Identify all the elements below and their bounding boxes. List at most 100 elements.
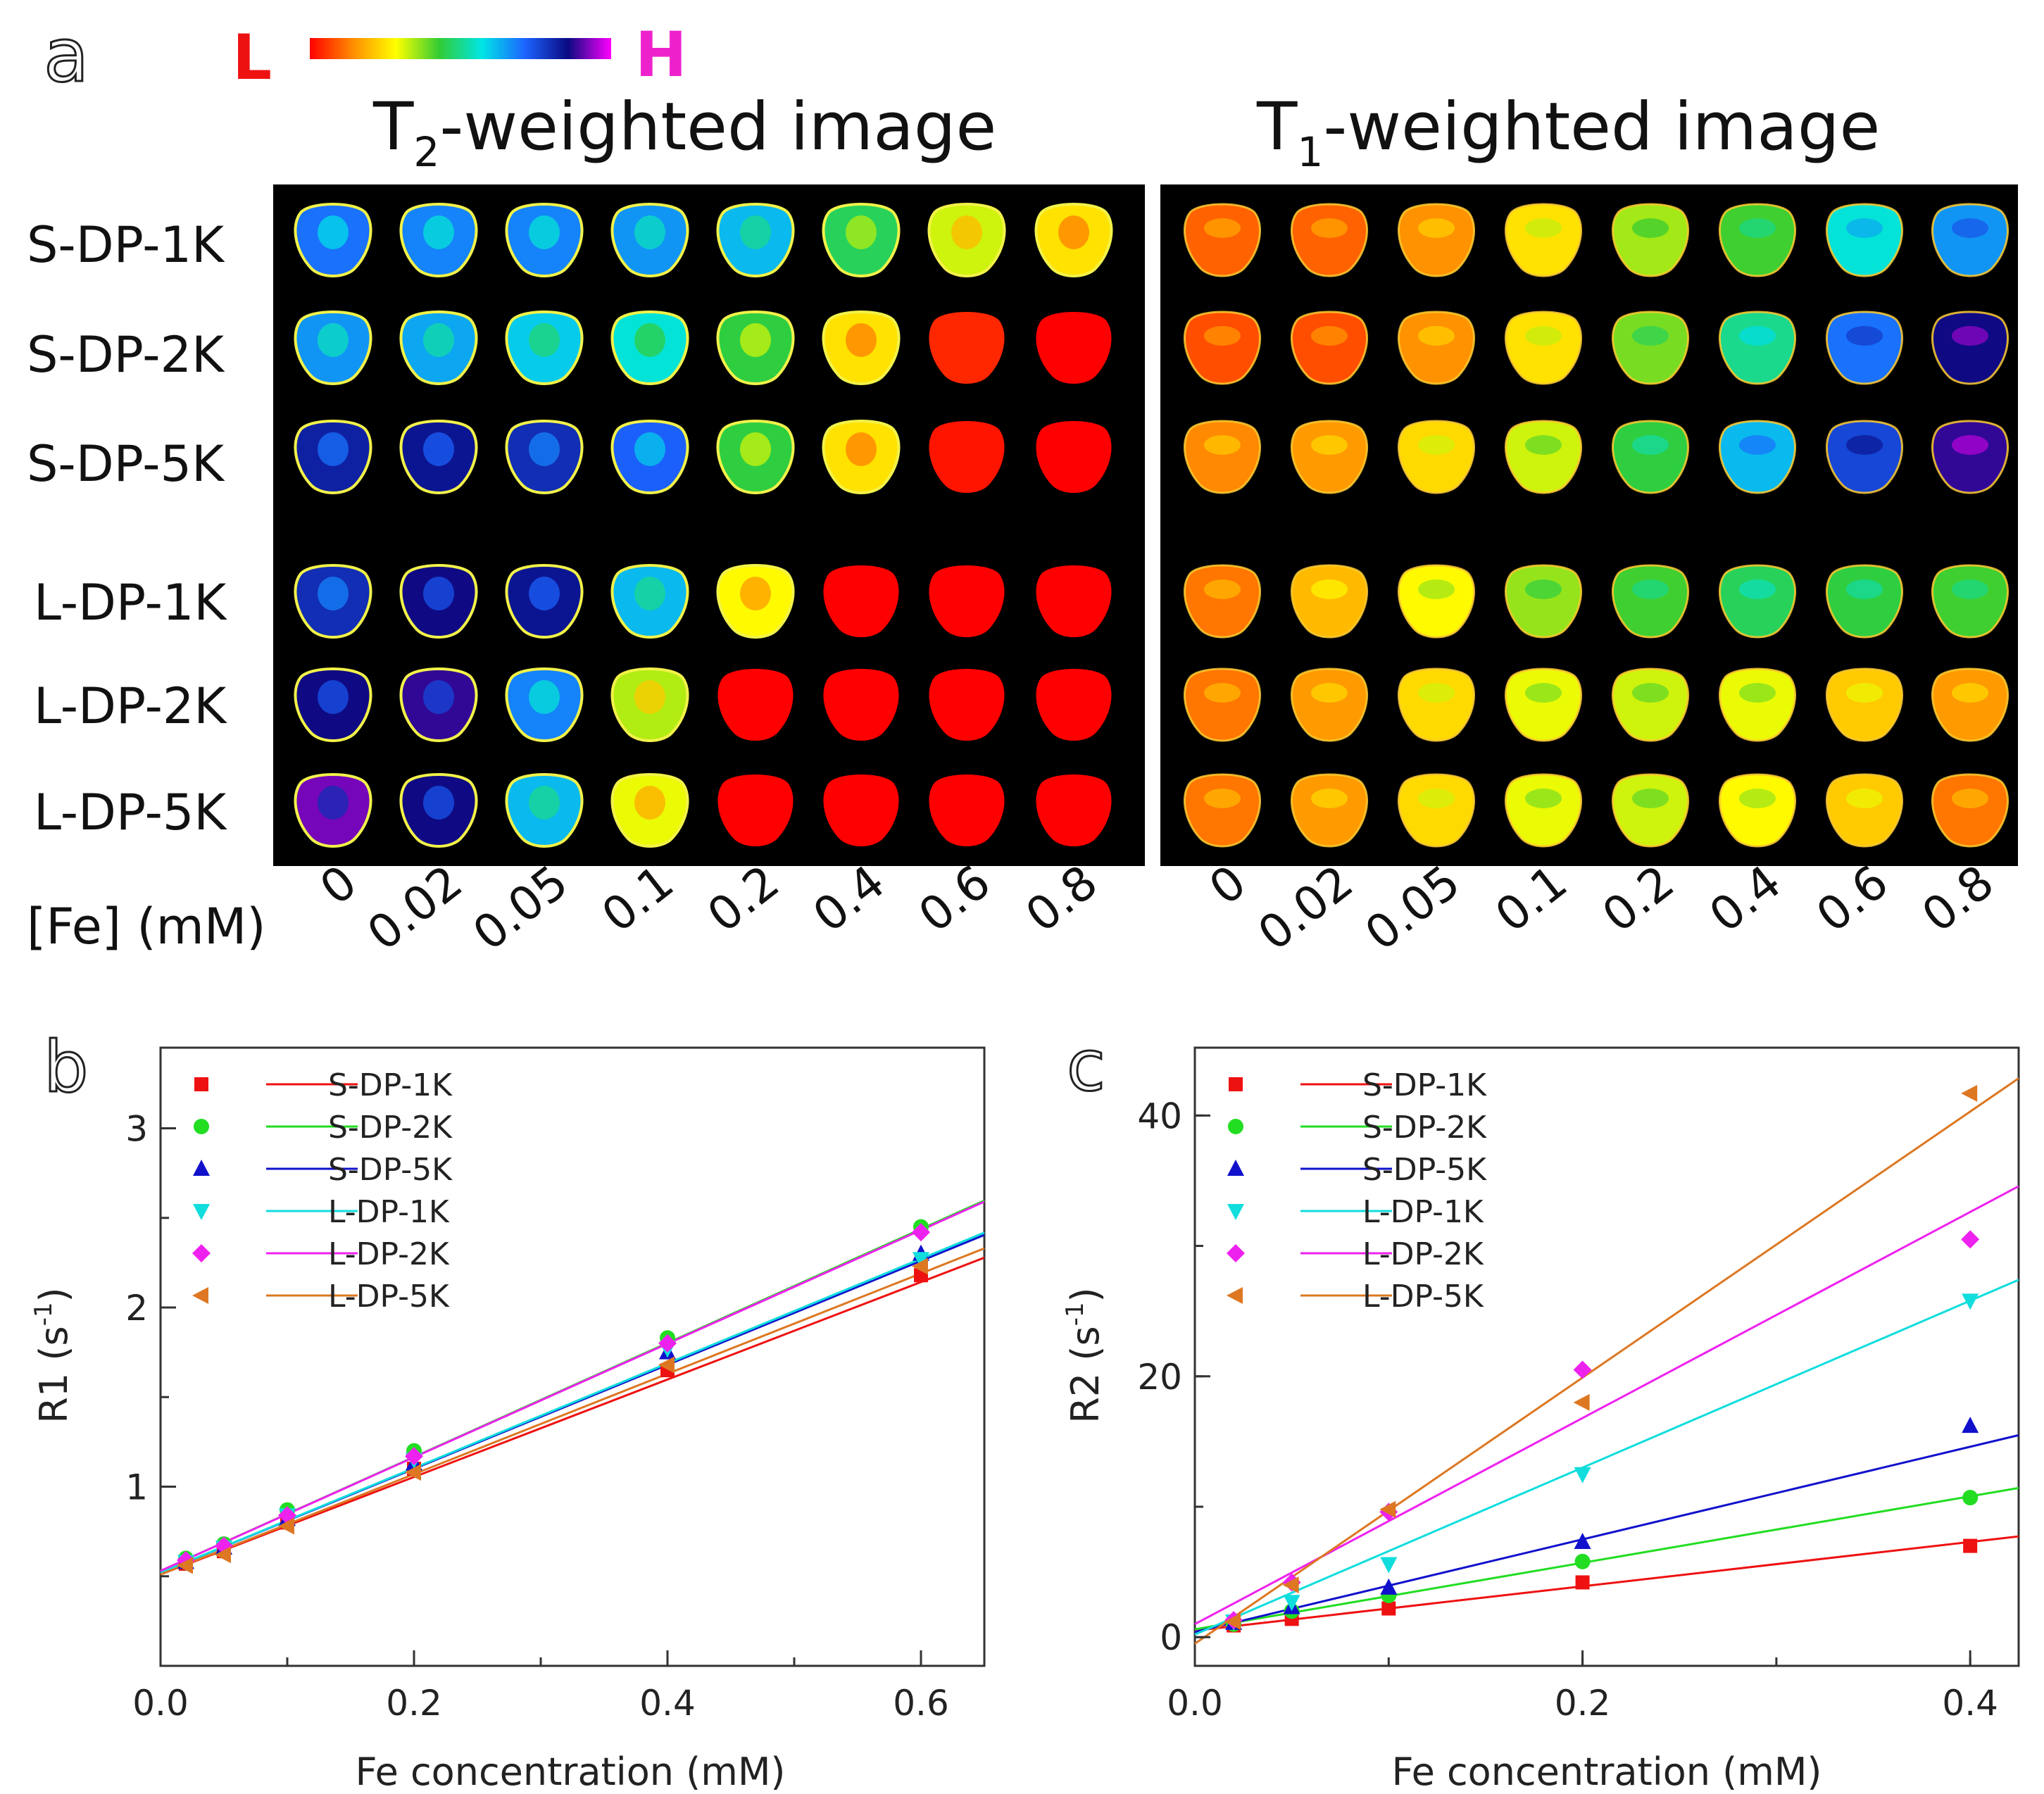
phantom-tube — [1184, 667, 1261, 742]
x-tick-label: 0.0 — [132, 1683, 189, 1724]
phantom-rim — [1291, 420, 1368, 494]
concentration-label: 0.2 — [698, 855, 789, 943]
phantom-tube — [505, 203, 584, 277]
phantom-core — [1846, 218, 1883, 238]
phantom-core — [423, 577, 454, 610]
fit-line-s-dp-1k — [160, 1256, 985, 1576]
concentration-label: 0.4 — [1700, 855, 1791, 943]
data-point — [912, 1223, 930, 1242]
panel-a-label: a — [44, 13, 89, 99]
phantom-core — [1846, 579, 1883, 599]
phantom-body — [929, 774, 1005, 846]
phantom-core — [1311, 683, 1348, 703]
data-point — [405, 1464, 421, 1481]
phantom-tube — [1931, 667, 2009, 742]
phantom-core — [634, 577, 665, 610]
phantom-body — [1826, 669, 1902, 741]
phantom-rim — [1612, 420, 1689, 494]
phantom-body — [1398, 204, 1474, 276]
phantom-tube — [1036, 421, 1112, 493]
phantom-tube — [610, 310, 689, 385]
data-point — [1380, 1578, 1398, 1595]
phantom-core — [1525, 218, 1562, 238]
phantom-core — [529, 786, 560, 820]
phantom-body — [1398, 669, 1474, 741]
legend-label: L-DP-1K — [328, 1194, 450, 1230]
phantom-rim — [1505, 420, 1582, 494]
phantom-core — [1311, 789, 1348, 808]
phantom-tube — [1612, 310, 1689, 385]
phantom-tube — [1826, 667, 1903, 742]
phantom-core — [1632, 326, 1669, 346]
phantom-rim — [505, 203, 584, 277]
concentration-label: 0.6 — [909, 855, 1001, 943]
phantom-core — [1418, 683, 1455, 703]
phantom-tube — [399, 564, 478, 639]
phantom-core — [1418, 579, 1455, 599]
phantom-rim — [822, 203, 901, 277]
chart-b: b 0.0 0.2 0.4 0.6 1 2 3 S-DP-1K S-DP-2K S-DP-5K L… — [30, 1025, 986, 1794]
concentration-label: 0.02 — [1248, 855, 1363, 961]
phantom-tube — [1398, 564, 1475, 639]
phantom-tube — [1719, 420, 1796, 494]
phantom-rim — [1931, 564, 2009, 639]
phantom-tube — [1931, 773, 2009, 848]
concentration-label: 0.05 — [1355, 855, 1470, 961]
phantom-rim — [1398, 564, 1475, 639]
chart-c-legend: S-DP-1K S-DP-2K S-DP-5K L-DP-1K L-DP-2K L-DP-… — [1227, 1067, 1487, 1315]
phantom-tube — [1291, 564, 1368, 639]
phantom-core — [634, 786, 665, 820]
t2-phantom-grid — [294, 203, 1113, 848]
phantom-core — [318, 432, 349, 466]
phantom-body — [1291, 312, 1367, 384]
phantom-core — [740, 323, 771, 357]
phantom-rim — [610, 420, 689, 494]
chart-c-y-axis-label: R2 (s-1) — [1061, 1287, 1108, 1423]
phantom-body — [1505, 669, 1581, 741]
phantom-core — [1525, 683, 1562, 703]
legend-label: S-DP-5K — [328, 1152, 453, 1188]
phantom-tube — [716, 420, 795, 494]
phantom-rim — [1931, 773, 2009, 848]
phantom-body — [1932, 669, 2008, 741]
phantom-body — [1291, 421, 1367, 493]
phantom-rim — [1398, 773, 1475, 848]
data-point — [1228, 1119, 1243, 1134]
phantom-tube — [1719, 667, 1796, 742]
phantom-body — [1398, 312, 1474, 384]
phantom-rim — [505, 667, 584, 742]
phantom-rim — [716, 310, 795, 385]
fit-line-s-dp-1k — [1194, 1535, 2019, 1632]
phantom-rim — [610, 773, 689, 848]
data-point — [1962, 1490, 1979, 1506]
phantom-core — [1846, 789, 1883, 808]
phantom-core — [1846, 326, 1883, 346]
phantom-rim — [1291, 564, 1368, 639]
data-point — [1229, 1077, 1243, 1091]
phantom-rim — [505, 420, 584, 494]
phantom-tube — [505, 667, 584, 742]
y-tick-label: 20 — [1137, 1357, 1182, 1398]
phantom-core — [529, 680, 560, 714]
phantom-body — [1398, 565, 1474, 637]
row-label: L-DP-1K — [34, 574, 227, 632]
concentration-label: 0.1 — [1486, 855, 1577, 943]
fit-line-l-dp-2k — [160, 1200, 985, 1572]
chart-b-y-axis-label: R1 (s-1) — [30, 1287, 76, 1423]
phantom-body — [1719, 669, 1795, 741]
phantom-body — [1184, 204, 1260, 276]
phantom-tube — [610, 564, 689, 639]
phantom-body — [929, 421, 1005, 493]
phantom-tube — [1184, 203, 1261, 277]
phantom-body — [1826, 421, 1902, 493]
phantom-core — [1632, 683, 1669, 703]
data-point — [194, 1077, 208, 1091]
phantom-tube — [294, 667, 372, 742]
phantom-tube — [1505, 773, 1582, 848]
phantom-tube — [610, 773, 689, 848]
phantom-rim — [1719, 203, 1796, 277]
phantom-rim — [1184, 420, 1261, 494]
phantom-body — [1719, 774, 1795, 846]
phantom-core — [1952, 326, 1988, 346]
x-tick-label: 0.2 — [1555, 1683, 1611, 1724]
